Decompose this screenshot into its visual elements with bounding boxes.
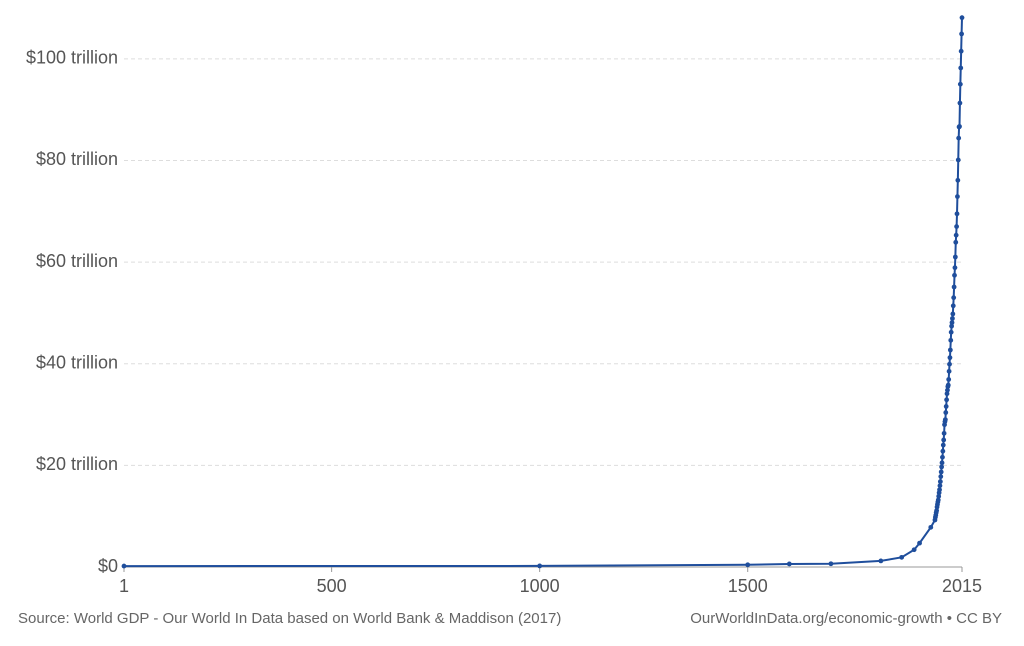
x-tick-label: 1 <box>119 576 129 596</box>
point <box>955 194 960 199</box>
y-tick-label: $80 trillion <box>36 149 118 169</box>
point <box>953 232 959 238</box>
point <box>944 397 950 403</box>
point <box>955 157 961 163</box>
point <box>957 81 963 87</box>
point <box>899 554 905 560</box>
point <box>943 404 949 409</box>
line <box>123 17 963 568</box>
point <box>959 15 965 21</box>
point <box>745 562 751 568</box>
point <box>944 391 950 397</box>
point <box>786 561 792 567</box>
point <box>954 224 959 229</box>
point <box>958 65 964 71</box>
point <box>937 487 942 493</box>
point <box>935 497 941 503</box>
point <box>943 410 949 415</box>
y-tick-label: $40 trillion <box>36 352 118 372</box>
point <box>948 329 954 335</box>
point <box>939 460 945 466</box>
point <box>957 100 963 106</box>
point <box>946 368 952 374</box>
point <box>911 547 917 553</box>
point <box>949 323 954 329</box>
point <box>952 254 958 260</box>
point <box>937 479 943 485</box>
point <box>950 316 955 321</box>
point <box>953 239 959 245</box>
point <box>959 31 964 37</box>
point <box>936 493 942 499</box>
x-tick-label: 500 <box>317 576 347 596</box>
point <box>938 469 944 475</box>
point <box>942 417 948 423</box>
point <box>947 361 952 367</box>
point <box>934 508 940 513</box>
point <box>878 558 884 564</box>
point <box>121 563 127 569</box>
point <box>952 265 958 271</box>
point <box>955 177 961 183</box>
x-tick-label: 2015 <box>942 576 982 596</box>
y-tick-label: $100 trillion <box>26 48 118 68</box>
y-tick-label: $60 trillion <box>36 251 118 271</box>
point <box>940 442 946 448</box>
point <box>950 303 956 309</box>
point <box>828 561 834 567</box>
point <box>951 295 957 301</box>
point <box>938 474 944 479</box>
point <box>917 540 922 546</box>
point <box>957 124 962 129</box>
point <box>937 483 943 489</box>
y-tick-label: $20 trillion <box>36 454 118 474</box>
point <box>958 48 964 54</box>
x-tick-label: 1500 <box>728 576 768 596</box>
x-tick-label: 1000 <box>520 576 560 596</box>
point <box>945 387 950 393</box>
point <box>941 437 947 443</box>
credit: OurWorldInData.org/economic-growth • CC … <box>690 610 1002 627</box>
point <box>949 320 955 325</box>
point <box>941 430 947 436</box>
point <box>947 347 953 353</box>
point <box>940 448 946 454</box>
point <box>946 377 952 382</box>
point <box>951 284 957 290</box>
point <box>940 454 945 460</box>
source: Source: World GDP - Our World In Data ba… <box>18 610 561 627</box>
point <box>952 272 957 278</box>
y-tick-label: $0 <box>98 556 118 576</box>
point <box>948 337 954 343</box>
point <box>928 524 934 530</box>
point <box>947 355 953 361</box>
point <box>939 464 945 470</box>
point <box>954 211 960 217</box>
point <box>950 311 956 317</box>
point <box>945 382 951 388</box>
point <box>956 135 962 141</box>
point <box>537 563 543 569</box>
